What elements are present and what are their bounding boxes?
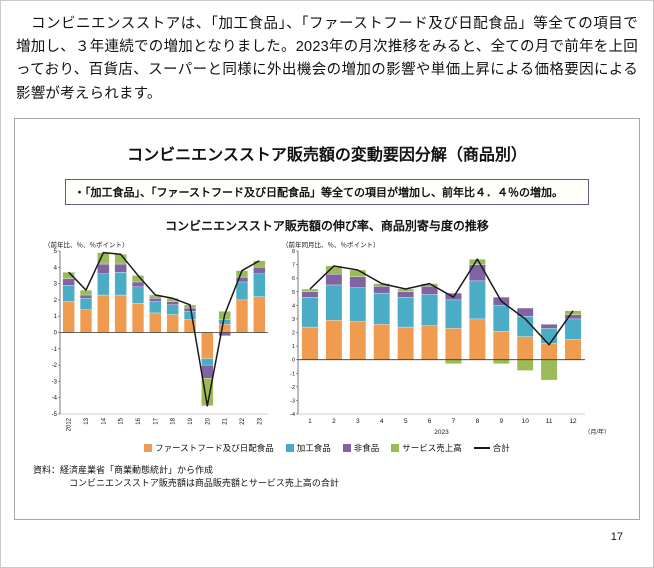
- svg-text:4: 4: [292, 303, 295, 309]
- legend-label: 非食品: [353, 442, 380, 453]
- svg-text:1: 1: [292, 344, 295, 350]
- svg-text:2: 2: [332, 418, 336, 425]
- legend-item-3: サービス売上高: [391, 442, 462, 454]
- svg-text:10: 10: [522, 418, 530, 425]
- svg-text:-4: -4: [290, 412, 295, 418]
- source-note: 資料：経済産業省「商業動態統計」から作成 コンビニエンスストア販売額は商品販売額…: [33, 464, 627, 491]
- legend-item-4: 合計: [473, 442, 510, 454]
- svg-text:-2: -2: [290, 385, 295, 391]
- svg-text:21: 21: [223, 417, 229, 424]
- legend-label: 加工食品: [296, 442, 331, 453]
- axis: -4 -3 -2 -1 0 1 2 3 4 5 6 7 8: [290, 249, 585, 418]
- source-line-2: コンビニエンスストア販売額は商品販売額とサービス売上高の合計: [69, 478, 339, 489]
- total-line: [68, 251, 260, 407]
- svg-text:-5: -5: [52, 412, 58, 418]
- svg-text:-2: -2: [52, 363, 58, 369]
- svg-text:2012: 2012: [67, 417, 73, 431]
- legend-label: 合計: [492, 442, 510, 453]
- legend-box-swatch: [391, 443, 400, 452]
- legend-box-swatch: [144, 443, 153, 452]
- svg-text:（月/年）: （月/年）: [584, 428, 610, 436]
- svg-text:0: 0: [54, 330, 58, 336]
- svg-text:5: 5: [404, 418, 408, 425]
- axis: -5 -4 -3 -2 -1 0 1 2 3 4 5: [52, 249, 268, 418]
- svg-text:14: 14: [101, 417, 107, 424]
- svg-text:4: 4: [54, 265, 58, 271]
- svg-text:-1: -1: [290, 371, 295, 377]
- series-2: [62, 263, 266, 379]
- svg-text:3: 3: [292, 317, 295, 323]
- svg-text:2: 2: [54, 298, 58, 304]
- svg-text:13: 13: [84, 417, 90, 424]
- svg-text:8: 8: [476, 418, 480, 425]
- svg-text:15: 15: [119, 417, 125, 424]
- svg-text:-4: -4: [52, 395, 58, 401]
- svg-text:0: 0: [292, 357, 295, 363]
- page-number: 17: [610, 531, 623, 543]
- series-3: [301, 258, 582, 380]
- callout-box: ・「加工食品」、「ファーストフード及び日配食品」等全ての項目が増加し、前年比４．…: [65, 178, 589, 205]
- legend-line-swatch: [473, 446, 490, 449]
- figure-box: コンビニエンスストア販売額の変動要因分解（商品別） ・「加工食品」、「ファースト…: [14, 117, 640, 520]
- legend-box-swatch: [342, 443, 351, 452]
- svg-text:7: 7: [452, 418, 456, 425]
- svg-text:7: 7: [292, 262, 295, 268]
- svg-text:6: 6: [428, 418, 432, 425]
- legend-box-swatch: [285, 443, 294, 452]
- svg-text:1: 1: [54, 314, 58, 320]
- legend-item-2: 非食品: [342, 442, 380, 454]
- svg-text:1: 1: [308, 418, 312, 425]
- svg-text:5: 5: [292, 290, 295, 296]
- svg-text:11: 11: [546, 418, 553, 425]
- svg-text:9: 9: [499, 418, 503, 425]
- callout-text: ・「加工食品」、「ファーストフード及び日配食品」等全ての項目が増加し、前年比４．…: [74, 186, 563, 199]
- svg-text:6: 6: [292, 276, 295, 282]
- svg-text:16: 16: [136, 417, 142, 424]
- svg-text:23: 23: [257, 417, 263, 424]
- svg-text:3: 3: [356, 418, 360, 425]
- svg-text:20: 20: [205, 417, 211, 424]
- series-0: [62, 294, 266, 359]
- svg-text:-1: -1: [52, 347, 58, 353]
- svg-text:5: 5: [54, 249, 58, 255]
- svg-text:12: 12: [569, 418, 577, 425]
- svg-text:22: 22: [240, 417, 246, 424]
- svg-text:4: 4: [380, 418, 384, 425]
- svg-text:8: 8: [292, 249, 295, 255]
- svg-text:2023: 2023: [434, 429, 449, 436]
- series-0: [301, 318, 582, 360]
- figure-title: コンビニエンスストア販売額の変動要因分解（商品別）: [127, 146, 527, 164]
- series-1: [62, 271, 266, 366]
- legend-item-1: 加工食品: [285, 442, 331, 454]
- legend-item-0: ファーストフード及び日配食品: [144, 442, 274, 454]
- svg-text:2: 2: [292, 330, 295, 336]
- svg-text:18: 18: [171, 417, 177, 424]
- intro-paragraph: コンビニエンスストアは、「加工食品」、「ファーストフード及び日配食品」等全ての項…: [16, 16, 638, 102]
- svg-text:3: 3: [54, 281, 58, 287]
- svg-text:-3: -3: [290, 398, 295, 404]
- svg-text:（前年同月比、％、％ポイント）: （前年同月比、％、％ポイント）: [282, 240, 380, 249]
- series-2: [301, 264, 582, 329]
- svg-text:-3: -3: [52, 379, 58, 385]
- source-line-1: 資料：経済産業省「商業動態統計」から作成: [33, 464, 214, 475]
- legend-label: ファーストフード及び日配食品: [155, 442, 274, 453]
- svg-text:17: 17: [153, 417, 159, 424]
- legend-label: サービス売上高: [402, 442, 462, 453]
- chart-legend: ファーストフード及び日配食品 加工食品 非食品 サービス売上高 合計: [27, 442, 627, 454]
- charts-row: （前年比、％、％ポイント） -5 -4 -3 -2 -1 0 1 2 3 4 5 2012 13 14 15 1…: [27, 238, 627, 438]
- svg-text:19: 19: [188, 417, 194, 424]
- total-line: [309, 258, 574, 346]
- svg-text:（前年比、％、％ポイント）: （前年比、％、％ポイント）: [44, 240, 129, 249]
- chart-subtitle: コンビニエンスストア販売額の伸び率、商品別寄与度の推移: [165, 218, 489, 233]
